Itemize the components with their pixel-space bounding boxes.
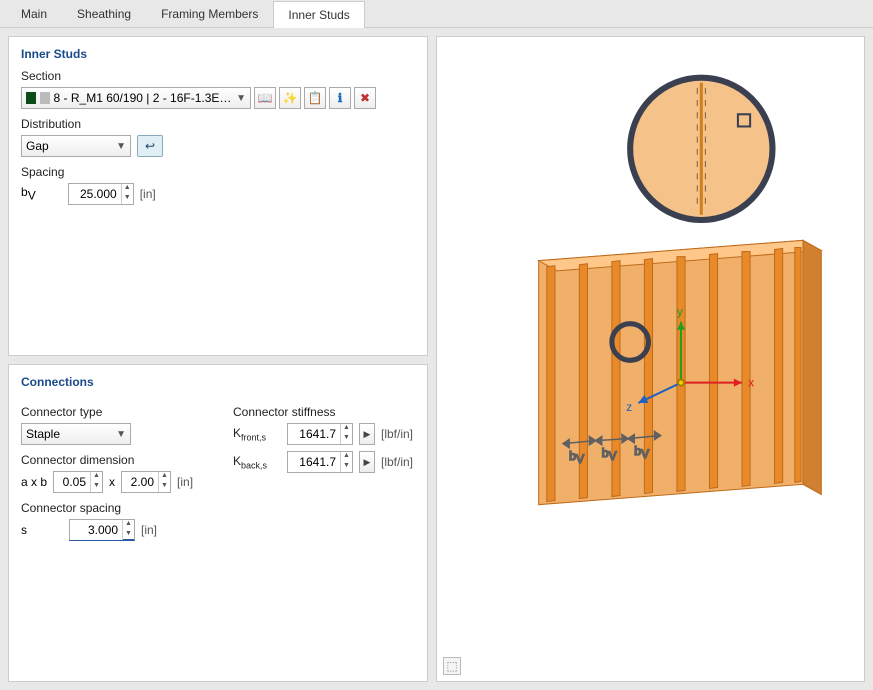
conn-spacing-input[interactable]: ▲▼ xyxy=(69,519,135,541)
spacing-unit: [in] xyxy=(140,187,156,201)
viewport-settings-button[interactable]: ⬚ xyxy=(443,657,461,675)
distribution-reset-button[interactable]: ↩ xyxy=(137,135,163,157)
delete-icon: ✖ xyxy=(360,91,370,105)
k-back-more-button[interactable]: ▶ xyxy=(359,451,375,473)
k-front-input[interactable]: ▲▼ xyxy=(287,423,353,445)
chevron-down-icon: ▼ xyxy=(236,93,246,104)
axis-y-label: y xyxy=(677,305,684,319)
spin-up[interactable]: ▲ xyxy=(340,424,352,434)
spacing-input[interactable]: ▲▼ xyxy=(68,183,134,205)
conn-spacing-field[interactable] xyxy=(70,520,122,540)
viewport-3d[interactable]: x y z bV xyxy=(436,36,865,682)
reset-icon: ↩ xyxy=(145,139,155,153)
dim-prefix: a x b xyxy=(21,475,47,489)
axis-z-label: z xyxy=(626,400,632,414)
label-distribution: Distribution xyxy=(21,117,415,131)
section-info-button[interactable]: ℹ xyxy=(329,87,351,109)
distribution-dropdown[interactable]: Gap ▼ xyxy=(21,135,131,157)
panel-title-connections: Connections xyxy=(21,375,415,389)
viewport-settings-icon: ⬚ xyxy=(446,659,457,673)
section-swatch-1 xyxy=(26,92,36,104)
section-new-button[interactable]: ✨ xyxy=(279,87,301,109)
label-connector-stiffness: Connector stiffness xyxy=(233,405,415,419)
info-icon: ℹ xyxy=(338,91,343,105)
tab-sheathing[interactable]: Sheathing xyxy=(62,0,146,27)
wall-3d: x y z bV xyxy=(539,240,822,504)
tab-framing-members[interactable]: Framing Members xyxy=(146,0,273,27)
spin-up[interactable]: ▲ xyxy=(90,472,102,482)
copy-icon: 📋 xyxy=(308,91,323,105)
section-copy-button[interactable]: 📋 xyxy=(304,87,326,109)
label-section: Section xyxy=(21,69,415,83)
chevron-down-icon: ▼ xyxy=(116,141,126,152)
new-icon: ✨ xyxy=(283,91,298,105)
section-value: 8 - R_M1 60/190 | 2 - 16F-1.3E, Softwo..… xyxy=(54,91,233,105)
k-back-field[interactable] xyxy=(288,452,340,472)
spin-up[interactable]: ▲ xyxy=(158,472,170,482)
spin-down[interactable]: ▼ xyxy=(122,530,134,540)
connector-type-dropdown[interactable]: Staple ▼ xyxy=(21,423,131,445)
dim-unit: [in] xyxy=(177,475,193,489)
tab-bar: Main Sheathing Framing Members Inner Stu… xyxy=(0,0,873,28)
spin-down[interactable]: ▼ xyxy=(90,482,102,492)
spacing-symbol: bV xyxy=(21,185,36,202)
label-connector-spacing: Connector spacing xyxy=(21,501,203,515)
distribution-value: Gap xyxy=(26,139,49,153)
axis-x-label: x xyxy=(748,376,754,390)
library-icon: 📖 xyxy=(258,91,273,105)
label-spacing: Spacing xyxy=(21,165,415,179)
spin-down[interactable]: ▼ xyxy=(121,194,133,204)
tab-main[interactable]: Main xyxy=(6,0,62,27)
k-back-label: Kback,s xyxy=(233,454,281,470)
detail-circle xyxy=(630,78,772,220)
k-back-input[interactable]: ▲▼ xyxy=(287,451,353,473)
spin-down[interactable]: ▼ xyxy=(340,462,352,472)
panel-connections: Connections Connector type Staple ▼ Conn… xyxy=(8,364,428,682)
panel-title-inner-studs: Inner Studs xyxy=(21,47,415,61)
dim-a-input[interactable]: ▲▼ xyxy=(53,471,103,493)
label-connector-dimension: Connector dimension xyxy=(21,453,203,467)
panel-inner-studs: Inner Studs Section 8 - R_M1 60/190 | 2 … xyxy=(8,36,428,356)
spin-up[interactable]: ▲ xyxy=(121,184,133,194)
connector-type-value: Staple xyxy=(26,427,60,441)
k-back-unit: [lbf/in] xyxy=(381,455,413,469)
k-front-unit: [lbf/in] xyxy=(381,427,413,441)
spin-up[interactable]: ▲ xyxy=(340,452,352,462)
spin-down[interactable]: ▼ xyxy=(340,434,352,444)
k-front-more-button[interactable]: ▶ xyxy=(359,423,375,445)
k-front-label: Kfront,s xyxy=(233,426,281,442)
section-delete-button[interactable]: ✖ xyxy=(354,87,376,109)
dim-b-field[interactable] xyxy=(122,472,158,492)
conn-spacing-unit: [in] xyxy=(141,523,157,537)
dim-x: x xyxy=(109,475,115,489)
conn-spacing-symbol: s xyxy=(21,523,27,537)
k-front-field[interactable] xyxy=(288,424,340,444)
tab-inner-studs[interactable]: Inner Studs xyxy=(273,1,364,28)
label-connector-type: Connector type xyxy=(21,405,203,419)
viewport-svg: x y z bV xyxy=(437,37,864,682)
section-dropdown[interactable]: 8 - R_M1 60/190 | 2 - 16F-1.3E, Softwo..… xyxy=(21,87,251,109)
spin-up[interactable]: ▲ xyxy=(122,520,134,530)
dim-a-field[interactable] xyxy=(54,472,90,492)
section-library-button[interactable]: 📖 xyxy=(254,87,276,109)
chevron-down-icon: ▼ xyxy=(116,429,126,440)
section-swatch-2 xyxy=(40,92,50,104)
spacing-field[interactable] xyxy=(69,184,121,204)
spin-down[interactable]: ▼ xyxy=(158,482,170,492)
dim-b-input[interactable]: ▲▼ xyxy=(121,471,171,493)
